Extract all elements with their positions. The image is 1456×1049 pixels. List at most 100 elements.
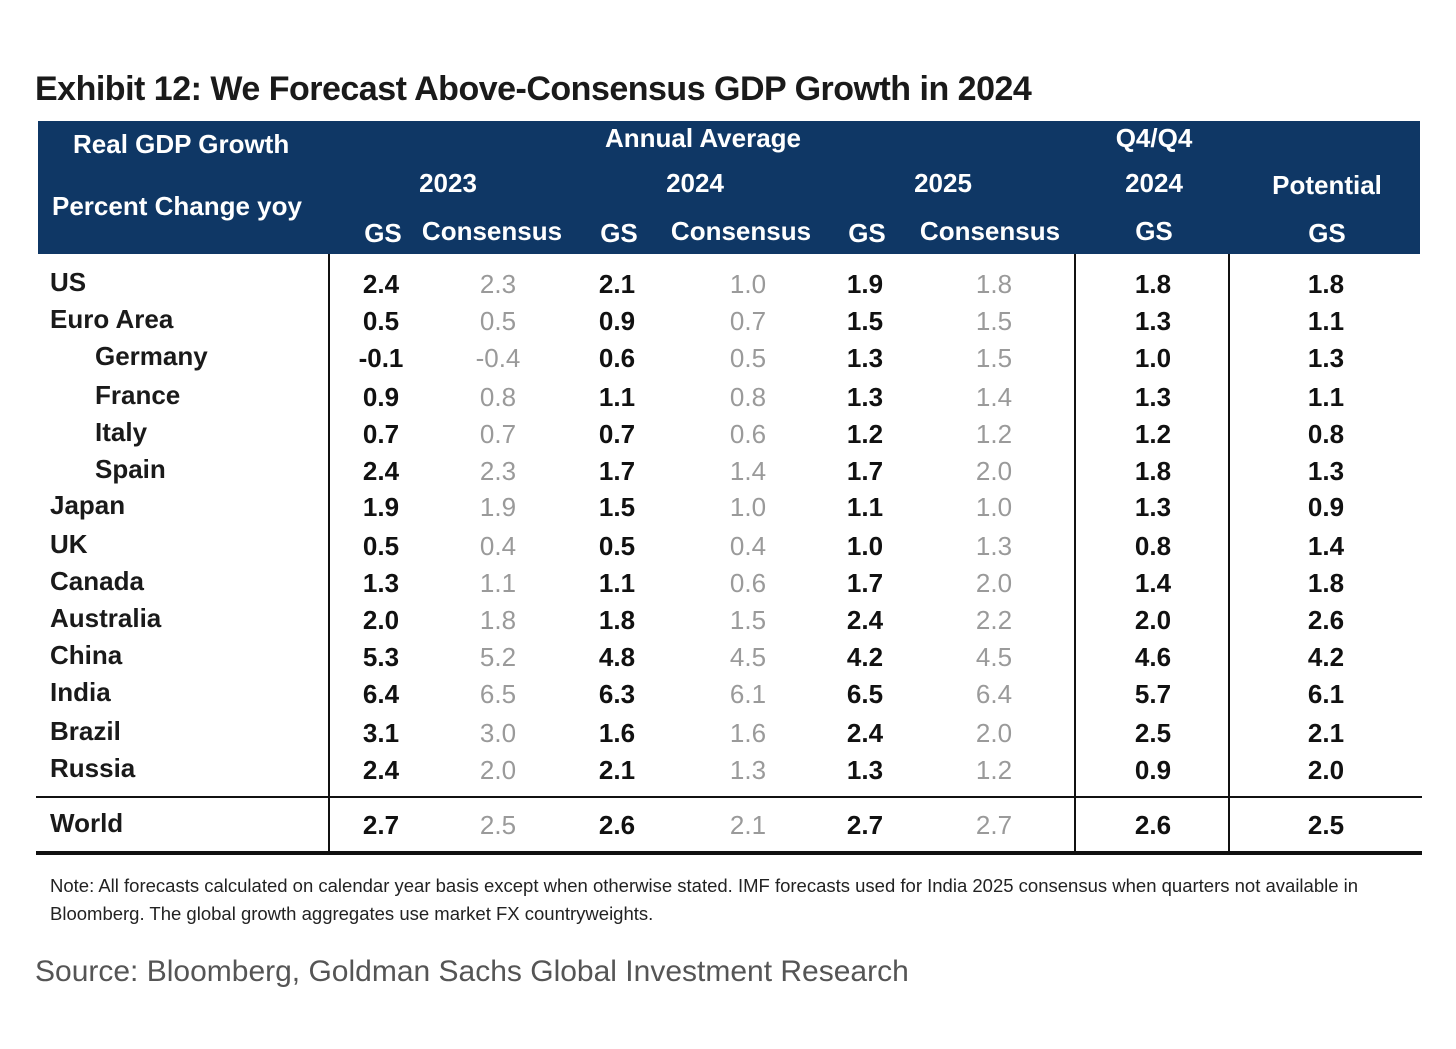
cell-gs-q4-2024: 1.3	[1134, 382, 1172, 412]
cell-consensus-2023: 2.3	[479, 269, 517, 299]
cell-consensus-2025: 1.2	[975, 755, 1013, 785]
cell-gs-2025: 1.3	[846, 382, 884, 412]
cell-consensus-2023: 0.8	[479, 382, 517, 412]
cell-gs-2024: 0.7	[598, 419, 636, 449]
cell-gs-2024: 1.1	[598, 568, 636, 598]
cell-gs-2025: 1.3	[846, 343, 884, 373]
cell-consensus-2025: 1.4	[975, 382, 1013, 412]
table-header: Real GDP Growth Percent Change yoy Annua…	[38, 121, 1420, 254]
cell-consensus-2023: 2.3	[479, 456, 517, 486]
divider-q4-column	[1074, 254, 1076, 852]
cell-gs-2023: 6.4	[362, 679, 400, 709]
header-consensus-2023: Consensus	[421, 216, 563, 246]
world-row-label: World	[50, 808, 124, 838]
cell-gs-2025: 6.5	[846, 679, 884, 709]
cell-gs-potential: 2.6	[1307, 605, 1345, 635]
divider-world-row	[36, 796, 1422, 798]
header-year-2024: 2024	[666, 168, 724, 198]
cell-gs-2023: 2.0	[362, 605, 400, 635]
exhibit-title: Exhibit 12: We Forecast Above-Consensus …	[35, 70, 1032, 108]
cell-consensus-2024: 4.5	[729, 642, 767, 672]
cell-gs-potential: 2.5	[1307, 810, 1345, 840]
cell-gs-2023: 2.4	[362, 269, 400, 299]
header-consensus-2025: Consensus	[919, 216, 1061, 246]
cell-gs-2025: 1.2	[846, 419, 884, 449]
cell-gs-2024: 4.8	[598, 642, 636, 672]
cell-gs-2023: 5.3	[362, 642, 400, 672]
cell-gs-2023: 0.9	[362, 382, 400, 412]
table-bottom-rule	[36, 851, 1422, 855]
cell-consensus-2024: 1.3	[729, 755, 767, 785]
cell-consensus-2025: 1.5	[975, 306, 1013, 336]
cell-gs-2025: 4.2	[846, 642, 884, 672]
row-label: China	[50, 640, 123, 670]
row-label: Australia	[50, 603, 162, 633]
header-year-2025: 2025	[914, 168, 972, 198]
header-gs-2024: GS	[600, 218, 638, 248]
cell-gs-potential: 0.8	[1307, 419, 1345, 449]
cell-gs-2025: 1.9	[846, 269, 884, 299]
header-q4q4: Q4/Q4	[1115, 123, 1193, 153]
cell-consensus-2025: 2.0	[975, 456, 1013, 486]
cell-consensus-2023: 2.5	[479, 810, 517, 840]
row-label: UK	[50, 529, 88, 559]
row-label: France	[95, 380, 181, 410]
cell-gs-2024: 2.1	[598, 269, 636, 299]
row-label: Spain	[95, 454, 166, 484]
cell-gs-q4-2024: 1.4	[1134, 568, 1172, 598]
cell-gs-2023: -0.1	[358, 343, 404, 373]
cell-consensus-2024: 0.6	[729, 419, 767, 449]
cell-consensus-2025: 2.7	[975, 810, 1013, 840]
cell-gs-q4-2024: 5.7	[1134, 679, 1172, 709]
cell-gs-2025: 1.7	[846, 456, 884, 486]
cell-gs-potential: 1.3	[1307, 456, 1345, 486]
cell-gs-potential: 1.4	[1307, 531, 1345, 561]
cell-consensus-2025: 6.4	[975, 679, 1013, 709]
cell-consensus-2024: 1.5	[729, 605, 767, 635]
cell-gs-q4-2024: 1.8	[1134, 269, 1172, 299]
cell-gs-2025: 2.4	[846, 605, 884, 635]
cell-gs-potential: 1.8	[1307, 269, 1345, 299]
cell-gs-2024: 1.5	[598, 492, 636, 522]
cell-gs-2025: 1.7	[846, 568, 884, 598]
cell-gs-potential: 1.1	[1307, 306, 1345, 336]
cell-gs-2024: 1.1	[598, 382, 636, 412]
cell-gs-2023: 2.7	[362, 810, 400, 840]
cell-consensus-2023: 2.0	[479, 755, 517, 785]
cell-gs-potential: 1.1	[1307, 382, 1345, 412]
cell-gs-q4-2024: 1.3	[1134, 492, 1172, 522]
cell-consensus-2025: 1.0	[975, 492, 1013, 522]
header-gs-potential: GS	[1308, 218, 1346, 248]
cell-consensus-2025: 1.8	[975, 269, 1013, 299]
row-label: Euro Area	[50, 304, 174, 334]
row-label: India	[50, 677, 111, 707]
cell-gs-2023: 2.4	[362, 755, 400, 785]
cell-gs-q4-2024: 2.6	[1134, 810, 1172, 840]
header-percent-change: Percent Change yoy	[52, 191, 302, 221]
cell-gs-potential: 2.0	[1307, 755, 1345, 785]
header-gs-2025: GS	[848, 218, 886, 248]
cell-consensus-2025: 4.5	[975, 642, 1013, 672]
cell-gs-2025: 1.0	[846, 531, 884, 561]
header-gs-2023: GS	[364, 218, 402, 248]
row-label: Japan	[50, 490, 126, 520]
cell-gs-2023: 1.3	[362, 568, 400, 598]
cell-gs-2023: 0.5	[362, 306, 400, 336]
cell-gs-2025: 2.4	[846, 718, 884, 748]
cell-gs-potential: 4.2	[1307, 642, 1345, 672]
cell-gs-q4-2024: 0.9	[1134, 755, 1172, 785]
cell-gs-potential: 1.8	[1307, 568, 1345, 598]
cell-gs-2023: 0.7	[362, 419, 400, 449]
cell-gs-2024: 2.6	[598, 810, 636, 840]
cell-consensus-2025: 2.0	[975, 718, 1013, 748]
divider-potential-column	[1228, 254, 1230, 852]
header-gs-q4: GS	[1135, 216, 1173, 246]
cell-gs-q4-2024: 1.2	[1134, 419, 1172, 449]
cell-consensus-2024: 6.1	[729, 679, 767, 709]
cell-gs-2024: 0.6	[598, 343, 636, 373]
cell-gs-2024: 0.9	[598, 306, 636, 336]
cell-gs-potential: 0.9	[1307, 492, 1345, 522]
table-note: Note: All forecasts calculated on calend…	[50, 875, 1359, 924]
cell-gs-2024: 1.7	[598, 456, 636, 486]
cell-gs-2024: 2.1	[598, 755, 636, 785]
